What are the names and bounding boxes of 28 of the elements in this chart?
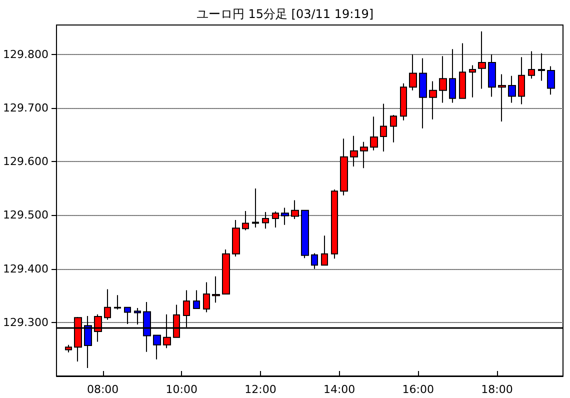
candlestick [370, 116, 378, 151]
y-tick-label: 129.800 [2, 48, 48, 61]
candlestick [508, 75, 516, 104]
x-tick-label: 18:00 [481, 383, 513, 396]
candlestick [153, 334, 161, 360]
y-tick-label: 129.400 [2, 262, 48, 276]
x-tick-label: 16:00 [402, 383, 434, 396]
candlestick [321, 235, 328, 266]
y-tick-label: 129.300 [2, 316, 48, 329]
y-tick-label: 129.600 [2, 155, 48, 168]
candlestick [114, 294, 121, 310]
x-tick-label: 12:00 [244, 383, 276, 396]
candlestick [390, 114, 397, 143]
x-tick-label: 10:00 [166, 383, 198, 396]
x-tick-label: 14:00 [323, 383, 356, 396]
candlestick [518, 56, 525, 105]
y-tick-label: 129.500 [2, 208, 48, 222]
candlestick [232, 220, 240, 257]
candlestick [547, 66, 555, 96]
y-tick-label: 129.700 [2, 102, 48, 115]
candlestick [193, 290, 200, 310]
candlestick [212, 276, 220, 304]
candlestick [65, 344, 72, 353]
candlestick [469, 64, 476, 98]
x-tick-label: 08:00 [86, 383, 119, 396]
candlestick [104, 288, 111, 320]
candlestick [203, 282, 210, 313]
chart-title: ユーロ円 15分足 [03/11 19:19] [196, 7, 374, 21]
